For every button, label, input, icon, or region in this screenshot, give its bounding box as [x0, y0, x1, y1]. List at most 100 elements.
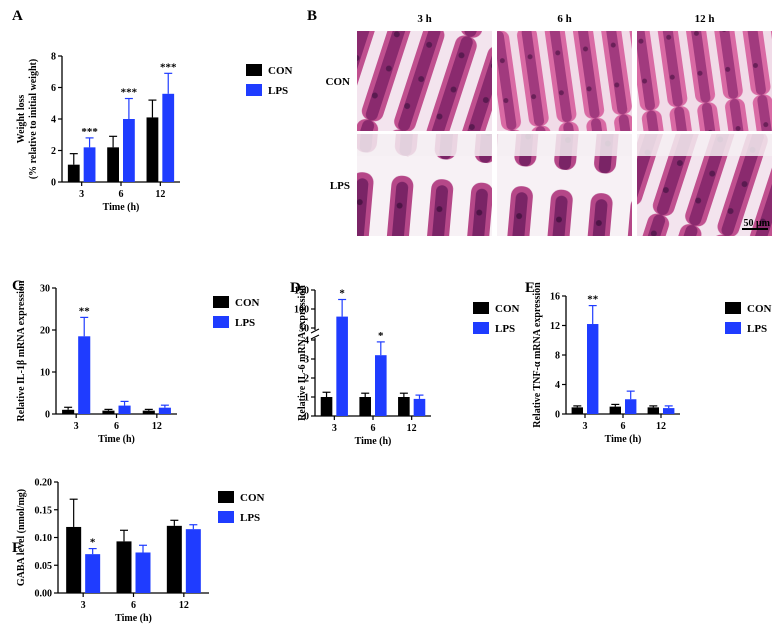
bar-con: [166, 525, 182, 593]
histology-column-header: 12 h: [695, 13, 715, 25]
legend-swatch-lps: [246, 84, 262, 96]
legend-swatch-lps: [473, 322, 489, 334]
y-tick-label: 0.15: [35, 505, 53, 516]
y-tick-label: 3: [304, 355, 309, 366]
x-tick-label: 3: [332, 423, 337, 434]
bar-con: [609, 406, 621, 414]
legend-label-con: CON: [240, 492, 265, 504]
y-tick-label: 0.20: [35, 478, 53, 489]
bar-lps: [587, 324, 599, 414]
y-axis-label: Relative IL-1β mRNA expression: [16, 280, 27, 421]
bar-lps: [162, 93, 175, 182]
axis-break-mark: [310, 328, 320, 334]
bar-con: [320, 397, 333, 416]
y-tick-label: 20: [40, 326, 50, 337]
y-tick-label: 4: [555, 380, 560, 391]
x-tick-label: 12: [152, 421, 162, 432]
y-tick-label: 0.05: [35, 561, 53, 572]
y-tick-label: 50: [299, 324, 309, 335]
histology-row-label: CON: [326, 76, 351, 88]
y-tick-label: 16: [550, 292, 560, 303]
legend-swatch-lps: [725, 322, 741, 334]
bar-lps: [413, 398, 426, 416]
lumen-area: [637, 134, 772, 156]
y-axis-label: Relative IL-6 mRNA expression: [297, 285, 308, 421]
significance-mark: **: [587, 294, 599, 306]
histology-image: [637, 31, 772, 131]
y-tick-label: 2: [51, 146, 56, 157]
panel-label: E: [525, 280, 535, 296]
y-tick-label: 10: [40, 368, 50, 379]
y-tick-label: 6: [51, 83, 56, 94]
bar-lps: [85, 554, 101, 593]
x-tick-label: 12: [407, 423, 417, 434]
x-tick-label: 12: [656, 421, 666, 432]
y-tick-label: 0.00: [35, 589, 53, 600]
bar-con: [647, 407, 659, 414]
y-tick-label: 8: [51, 52, 56, 63]
panel-C: C 0 10 20 30 3 6 12 ** Time (h) Relative IL-1β mRN…: [12, 278, 260, 445]
x-tick-label: 6: [114, 421, 119, 432]
scale-bar-label: 50 μm: [744, 218, 771, 229]
legend-label-con: CON: [747, 303, 772, 315]
y-axis-label: GABA level (nmol/mg): [16, 489, 27, 586]
bar-lps: [118, 405, 131, 414]
legend-label-con: CON: [268, 65, 293, 77]
y-tick-label: 0: [304, 412, 309, 423]
legend-label-lps: LPS: [268, 85, 288, 97]
legend-label-lps: LPS: [235, 317, 255, 329]
bar-con: [146, 117, 159, 182]
x-tick-label: 12: [179, 600, 189, 611]
bar-con: [67, 164, 80, 182]
panel-label: D: [290, 280, 301, 296]
y-axis-label: (% relative to initial weight): [28, 59, 39, 179]
y-tick-label: 4: [51, 115, 56, 126]
y-tick-label: 150: [294, 286, 309, 297]
legend-swatch-con: [473, 302, 489, 314]
y-tick-label: 1: [304, 393, 309, 404]
y-axis-label: Relative TNF-α mRNA expression: [532, 282, 543, 428]
histology-row-label: LPS: [330, 180, 350, 192]
y-tick-label: 8: [555, 351, 560, 362]
panel-F: F 0.00 0.05 0.10 0.15 0.20 3 6 12 * Time (h) GABA l…: [12, 478, 265, 625]
axis-break: [312, 330, 318, 338]
significance-mark: ***: [81, 126, 98, 138]
x-axis-label: Time (h): [103, 202, 140, 213]
x-axis-label: Time (h): [605, 434, 642, 445]
x-axis-label: Time (h): [115, 613, 152, 624]
lumen-area: [497, 134, 632, 156]
panel-label: F: [12, 540, 21, 556]
histology-image: [497, 31, 632, 131]
bar-con: [571, 407, 583, 414]
bar-con: [107, 147, 119, 182]
significance-mark: *: [90, 537, 96, 549]
y-tick-label: 12: [550, 321, 560, 332]
bar-con: [142, 410, 155, 414]
panel-E: E 0 4 8 12 16 3 6 12 ** Time (h) Relative TNF-α mRN…: [525, 280, 772, 445]
axis-break-mark: [310, 334, 320, 340]
y-tick-label: 0: [555, 410, 560, 421]
y-tick-label: 100: [294, 305, 309, 316]
bar-lps: [158, 407, 171, 414]
bar-lps: [625, 399, 637, 414]
x-axis-label: Time (h): [98, 434, 135, 445]
lumen-area: [357, 134, 492, 156]
bar-lps: [78, 336, 91, 414]
x-tick-label: 3: [81, 600, 86, 611]
significance-mark: ***: [160, 61, 177, 73]
legend-label-con: CON: [235, 297, 260, 309]
legend-swatch-con: [725, 302, 741, 314]
histology-column-header: 3 h: [417, 13, 431, 25]
y-tick-label: 0: [51, 178, 56, 189]
y-tick-label: 0: [45, 410, 50, 421]
legend-label-lps: LPS: [747, 323, 767, 335]
panel-label: B: [307, 8, 317, 24]
y-tick-label: 0.10: [35, 533, 53, 544]
legend-swatch-lps: [213, 316, 229, 328]
histology-image: [357, 31, 492, 131]
bar-con: [359, 397, 371, 416]
legend-label-lps: LPS: [495, 323, 515, 335]
x-tick-label: 6: [621, 421, 626, 432]
panel-label: C: [12, 278, 23, 294]
